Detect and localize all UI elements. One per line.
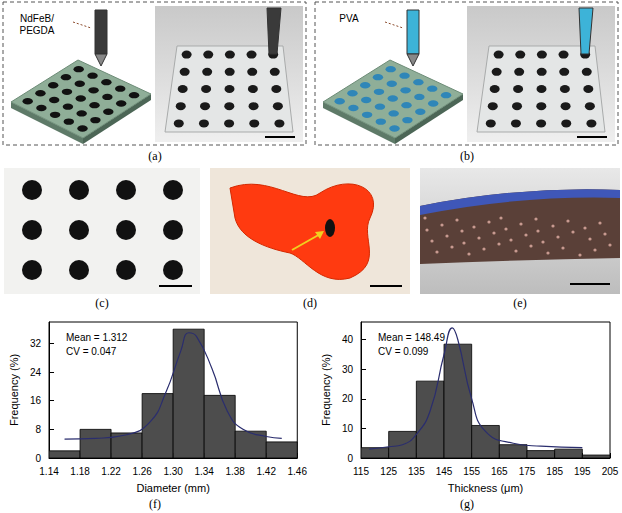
svg-text:1.18: 1.18 — [70, 466, 90, 477]
svg-text:20: 20 — [342, 393, 354, 404]
svg-text:0: 0 — [35, 453, 41, 464]
svg-text:(c): (c) — [95, 296, 108, 310]
svg-text:1.46: 1.46 — [288, 466, 308, 477]
svg-text:1.38: 1.38 — [225, 466, 245, 477]
svg-text:PEGDA: PEGDA — [19, 25, 54, 36]
svg-text:24: 24 — [30, 367, 42, 378]
svg-text:CV = 0.047: CV = 0.047 — [66, 346, 117, 357]
svg-text:(a): (a) — [148, 149, 161, 163]
svg-text:Frequency (%): Frequency (%) — [8, 354, 20, 426]
svg-text:135: 135 — [408, 466, 425, 477]
svg-text:(e): (e) — [513, 296, 526, 310]
svg-text:8: 8 — [35, 424, 41, 435]
svg-text:1.14: 1.14 — [39, 466, 59, 477]
svg-text:1.34: 1.34 — [194, 466, 214, 477]
svg-text:32: 32 — [30, 338, 42, 349]
svg-text:185: 185 — [546, 466, 563, 477]
svg-text:PVA: PVA — [339, 13, 359, 24]
svg-text:CV = 0.099: CV = 0.099 — [378, 346, 429, 357]
svg-text:145: 145 — [436, 466, 453, 477]
svg-text:155: 155 — [463, 466, 480, 477]
svg-text:Mean = 148.49: Mean = 148.49 — [378, 332, 445, 343]
svg-text:205: 205 — [602, 466, 619, 477]
svg-text:(f): (f) — [149, 497, 161, 511]
svg-text:0: 0 — [347, 453, 353, 464]
svg-text:115: 115 — [353, 466, 369, 477]
svg-text:16: 16 — [30, 395, 42, 406]
svg-text:Frequency (%): Frequency (%) — [320, 354, 332, 426]
svg-text:(g): (g) — [460, 497, 474, 511]
svg-text:195: 195 — [574, 466, 591, 477]
svg-text:40: 40 — [342, 334, 354, 345]
svg-text:NdFeB/: NdFeB/ — [20, 13, 54, 24]
svg-text:1.26: 1.26 — [132, 466, 152, 477]
svg-text:30: 30 — [342, 364, 354, 375]
svg-text:Diameter (mm): Diameter (mm) — [136, 482, 209, 494]
svg-text:1.42: 1.42 — [257, 466, 277, 477]
svg-text:125: 125 — [380, 466, 397, 477]
svg-text:Mean = 1.312: Mean = 1.312 — [66, 332, 128, 343]
svg-text:10: 10 — [342, 423, 354, 434]
svg-text:Thickness (μm): Thickness (μm) — [448, 482, 523, 494]
svg-text:(d): (d) — [303, 296, 317, 310]
svg-text:1.22: 1.22 — [101, 466, 121, 477]
svg-text:165: 165 — [491, 466, 508, 477]
svg-text:(b): (b) — [460, 149, 474, 163]
svg-text:175: 175 — [519, 466, 536, 477]
svg-text:1.30: 1.30 — [163, 466, 183, 477]
